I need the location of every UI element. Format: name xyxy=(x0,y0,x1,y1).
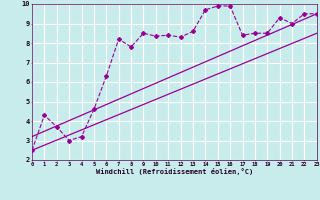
X-axis label: Windchill (Refroidissement éolien,°C): Windchill (Refroidissement éolien,°C) xyxy=(96,168,253,175)
